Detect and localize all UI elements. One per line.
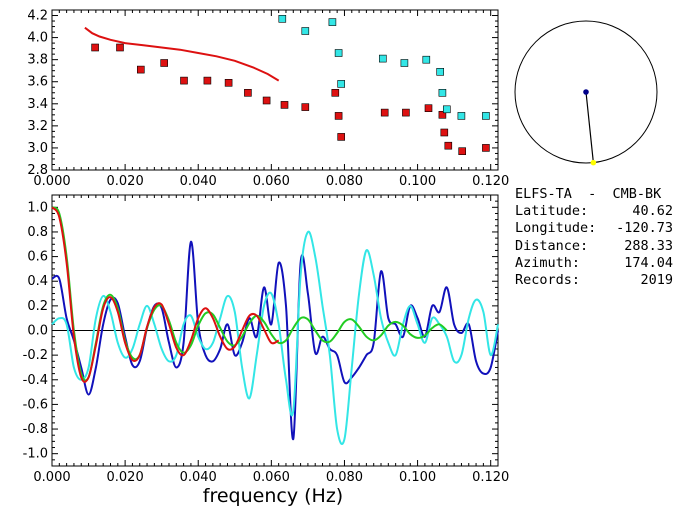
event-marker — [590, 159, 597, 166]
x-tick-label: 0.000 — [33, 470, 70, 485]
x-tick-label: 0.060 — [253, 174, 290, 189]
cyan-data-point — [334, 49, 343, 57]
red-data-point — [160, 59, 168, 67]
cyan-data-point — [436, 68, 445, 76]
red-data-point — [402, 108, 410, 117]
x-tick-label: 0.020 — [107, 174, 144, 189]
x-axis-label: frequency (Hz) — [203, 485, 343, 507]
x-tick-label: 0.080 — [326, 174, 363, 189]
red-data-point — [458, 147, 467, 155]
info-value: 288.33 — [624, 237, 673, 254]
cyan-data-point — [378, 54, 387, 63]
y-tick-label: -0.6 — [23, 397, 48, 412]
x-tick-label: 0.080 — [326, 470, 363, 485]
red-data-point — [180, 76, 188, 85]
red-data-point — [262, 96, 271, 105]
info-row-records: Records: 2019 — [515, 272, 690, 289]
y-tick-label: -0.2 — [23, 348, 48, 363]
cyan-data-point — [442, 105, 451, 114]
info-row-latitude: Latitude: 40.62 — [515, 203, 690, 220]
y-tick-label: 4.2 — [27, 9, 48, 24]
azimuth-line — [585, 91, 594, 163]
cyan-data-point — [400, 59, 409, 67]
x-tick-label: 0.040 — [180, 470, 217, 485]
info-row-azimuth: Azimuth: 174.04 — [515, 255, 690, 272]
red-data-point — [331, 89, 340, 97]
y-tick-label: 3.2 — [27, 119, 48, 134]
red-data-point — [424, 104, 433, 112]
station-title: ELFS-TA - CMB-BK — [515, 186, 662, 202]
x-tick-label: 0.100 — [399, 470, 436, 485]
info-label: Azimuth: — [515, 254, 581, 271]
cyan-data-point — [438, 89, 447, 97]
x-tick-label: 0.000 — [33, 174, 70, 189]
azimuth-circle-plot — [514, 20, 658, 166]
velocity-scatter-plot: 0.000 0.020 0.040 0.060 0.080 0.100 0.120 2.8 3.… — [27, 9, 509, 189]
azimuth-circle — [514, 20, 658, 164]
cyan-data-point — [457, 112, 466, 120]
y-tick-label: 3.6 — [27, 75, 48, 90]
y-tick-label: -0.4 — [23, 373, 48, 388]
x-tick-label: 0.020 — [107, 470, 144, 485]
red-data-point — [280, 101, 289, 109]
y-tick-label: 0.4 — [27, 274, 48, 289]
green-series-line — [51, 206, 448, 382]
y-tick-label: 3.8 — [27, 53, 48, 68]
cyan-data-point — [328, 18, 337, 26]
y-tick-label: 2.8 — [27, 163, 48, 178]
y-tick-label: 3.4 — [27, 97, 48, 112]
red-data-point — [244, 89, 252, 97]
red-data-point — [91, 43, 99, 52]
cyan-data-point — [337, 80, 346, 88]
red-data-point — [203, 76, 212, 85]
red-data-point — [224, 79, 233, 87]
info-value: 2019 — [640, 272, 673, 289]
red-data-point — [334, 112, 343, 120]
y-tick-label: 0.2 — [27, 299, 48, 314]
info-row-longitude: Longitude: -120.73 — [515, 220, 690, 237]
red-data-point — [482, 144, 490, 152]
red-data-point — [137, 65, 145, 74]
info-label: Longitude: — [515, 220, 597, 237]
info-value: 174.04 — [624, 254, 673, 271]
x-tick-label: 0.040 — [180, 174, 217, 189]
station-info-panel: ELFS-TA - CMB-BK Latitude: 40.62 Longitude… — [515, 186, 690, 289]
y-tick-label: -1.0 — [23, 447, 48, 462]
correlation-line-plot: 0.000 0.020 0.040 0.060 0.080 0.100 0.120 -1.0 -… — [23, 194, 509, 485]
info-label: Latitude: — [515, 203, 589, 220]
y-tick-label: 1.0 — [27, 200, 48, 215]
cyan-data-point — [278, 15, 287, 23]
cyan-data-point — [422, 55, 431, 64]
model-curve — [84, 26, 280, 82]
cyan-series-line — [51, 230, 499, 445]
info-value: -120.73 — [616, 220, 673, 237]
y-tick-label: 4.0 — [27, 31, 48, 46]
y-tick-label: 0.0 — [27, 324, 48, 339]
red-data-point — [380, 108, 389, 117]
red-data-point — [337, 133, 346, 141]
red-series-line — [51, 206, 280, 383]
y-tick-label: 0.8 — [27, 225, 48, 240]
red-data-point — [116, 43, 124, 52]
info-label: Records: — [515, 272, 581, 289]
info-value: 40.62 — [632, 203, 673, 220]
cyan-data-point — [482, 112, 490, 120]
x-tick-label: 0.060 — [253, 470, 290, 485]
plot-frame — [51, 9, 499, 171]
x-tick-label: 0.120 — [472, 174, 509, 189]
y-tick-label: -0.8 — [23, 422, 48, 437]
station-marker — [583, 89, 589, 95]
cyan-data-point — [301, 27, 310, 35]
y-tick-label: 3.0 — [27, 141, 48, 156]
red-data-point — [444, 141, 453, 150]
info-row-distance: Distance: 288.33 — [515, 238, 690, 255]
info-label: Distance: — [515, 237, 589, 254]
red-data-point — [440, 128, 449, 137]
red-data-point — [301, 103, 310, 111]
x-tick-label: 0.120 — [472, 470, 509, 485]
red-data-point — [438, 111, 447, 119]
x-tick-label: 0.100 — [399, 174, 436, 189]
y-tick-label: 0.6 — [27, 250, 48, 265]
